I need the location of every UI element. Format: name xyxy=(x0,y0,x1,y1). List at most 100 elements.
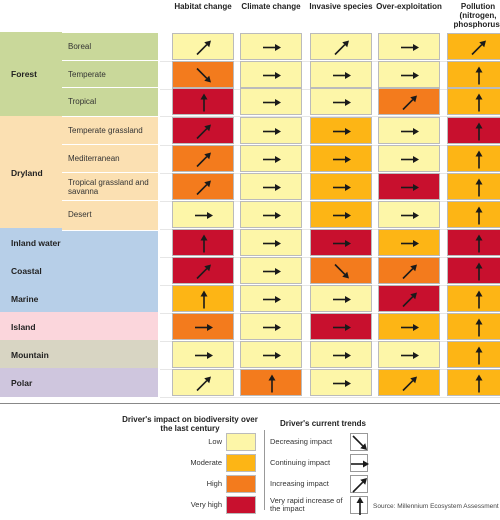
impact-cell xyxy=(240,257,302,284)
decreasing-arrow-icon xyxy=(196,67,211,83)
continuing-arrow-icon xyxy=(401,352,419,359)
group-label: Coastal xyxy=(11,265,42,276)
continuing-arrow-icon xyxy=(263,128,281,135)
very_rapid-arrow-icon xyxy=(475,374,483,393)
impact-cell xyxy=(310,201,372,228)
impact-cell xyxy=(447,173,500,200)
continuing-arrow-icon xyxy=(401,44,419,51)
subrow-label: Mediterranean xyxy=(68,154,120,163)
continuing-arrow-icon xyxy=(263,184,281,191)
impact-cell xyxy=(240,313,302,340)
continuing-arrow-icon xyxy=(333,352,351,359)
subrow-band xyxy=(62,87,158,118)
continuing-arrow-icon xyxy=(333,380,351,387)
very_rapid-arrow-icon xyxy=(475,318,483,337)
impact-cell xyxy=(447,285,500,312)
legend-vertical-divider xyxy=(264,430,265,510)
impact-cell xyxy=(447,145,500,172)
impact-cell xyxy=(310,145,372,172)
impact-cell xyxy=(240,285,302,312)
impact-cell xyxy=(447,61,500,88)
impact-cell xyxy=(378,369,440,396)
impact-cell xyxy=(240,173,302,200)
continuing-arrow-icon xyxy=(263,99,281,106)
impact-cell xyxy=(310,369,372,396)
impact-cell xyxy=(378,88,440,115)
row-separator xyxy=(160,397,500,398)
decreasing-arrow-icon xyxy=(334,263,349,279)
impact-cell xyxy=(310,341,372,368)
column-header: Invasive species xyxy=(309,2,373,11)
impact-legend-label: High xyxy=(206,479,222,488)
continuing-arrow-icon xyxy=(263,296,281,303)
column-header: Over-exploitation xyxy=(376,2,442,11)
group-band xyxy=(0,312,158,341)
impact-cell xyxy=(310,33,372,60)
impact-legend-label: Low xyxy=(208,437,222,446)
continuing-arrow-icon xyxy=(333,184,351,191)
impact-cell xyxy=(240,145,302,172)
continuing-arrow-icon xyxy=(333,156,351,163)
group-band xyxy=(0,340,158,369)
impact-cell xyxy=(172,33,234,60)
group-label: Mountain xyxy=(11,349,49,360)
impact-cell xyxy=(172,88,234,115)
impact-cell xyxy=(310,61,372,88)
source-note: Source: Millennium Ecosystem Assessment xyxy=(373,503,499,510)
group-label: Island xyxy=(11,321,36,332)
impact-cell xyxy=(447,229,500,256)
impact-cell xyxy=(310,117,372,144)
impact-cell xyxy=(310,88,372,115)
increasing-arrow-icon xyxy=(196,40,211,56)
legend-divider xyxy=(0,403,500,404)
trend-legend-label: Increasing impact xyxy=(270,479,329,488)
impact-cell xyxy=(172,173,234,200)
impact-legend-swatch xyxy=(226,496,256,514)
continuing-arrow-icon xyxy=(195,324,213,331)
group-label: Polar xyxy=(11,377,33,388)
impact-cell xyxy=(172,257,234,284)
very_rapid-arrow-icon xyxy=(475,206,483,225)
impact-legend-label: Moderate xyxy=(190,458,222,467)
continuing-arrow-icon xyxy=(195,212,213,219)
increasing-arrow-icon xyxy=(402,264,417,280)
decreasing-arrow-icon xyxy=(352,435,367,450)
subrow-label: Temperate xyxy=(68,70,106,79)
continuing-arrow-icon xyxy=(401,72,419,79)
trend-legend-label: Very rapid increase of the impact xyxy=(270,496,343,513)
group-band xyxy=(0,368,158,397)
trend-legend-box xyxy=(350,496,368,515)
impact-cell xyxy=(378,117,440,144)
continuing-arrow-icon xyxy=(263,72,281,79)
impact-cell xyxy=(378,61,440,88)
impact-cell xyxy=(447,117,500,144)
impact-cell xyxy=(378,229,440,256)
impact-cell xyxy=(310,313,372,340)
trend-legend-box xyxy=(350,475,368,493)
impact-legend-swatch xyxy=(226,475,256,493)
impact-cell xyxy=(240,369,302,396)
impact-cell xyxy=(240,229,302,256)
trend-legend-label: Continuing impact xyxy=(270,458,331,467)
continuing-arrow-icon xyxy=(333,240,351,247)
group-band xyxy=(0,256,158,285)
group-band xyxy=(0,228,158,257)
continuing-arrow-icon xyxy=(195,352,213,359)
very_rapid-arrow-icon xyxy=(475,346,483,365)
very_rapid-arrow-icon xyxy=(200,290,208,309)
continuing-arrow-icon xyxy=(263,268,281,275)
continuing-arrow-icon xyxy=(401,240,419,247)
column-header: Pollution (nitrogen, phosphorus) xyxy=(453,2,500,29)
very_rapid-arrow-icon xyxy=(475,234,483,253)
very_rapid-arrow-icon xyxy=(356,497,364,515)
continuing-arrow-icon xyxy=(263,240,281,247)
very_rapid-arrow-icon xyxy=(475,178,483,197)
subrow-label: Tropical xyxy=(68,97,97,106)
increasing-arrow-icon xyxy=(471,40,486,56)
impact-legend-title: Driver's impact on biodiversity over the… xyxy=(122,415,258,433)
impact-cell xyxy=(447,257,500,284)
very_rapid-arrow-icon xyxy=(475,262,483,281)
continuing-arrow-icon xyxy=(401,324,419,331)
impact-cell xyxy=(240,61,302,88)
very_rapid-arrow-icon xyxy=(475,122,483,141)
